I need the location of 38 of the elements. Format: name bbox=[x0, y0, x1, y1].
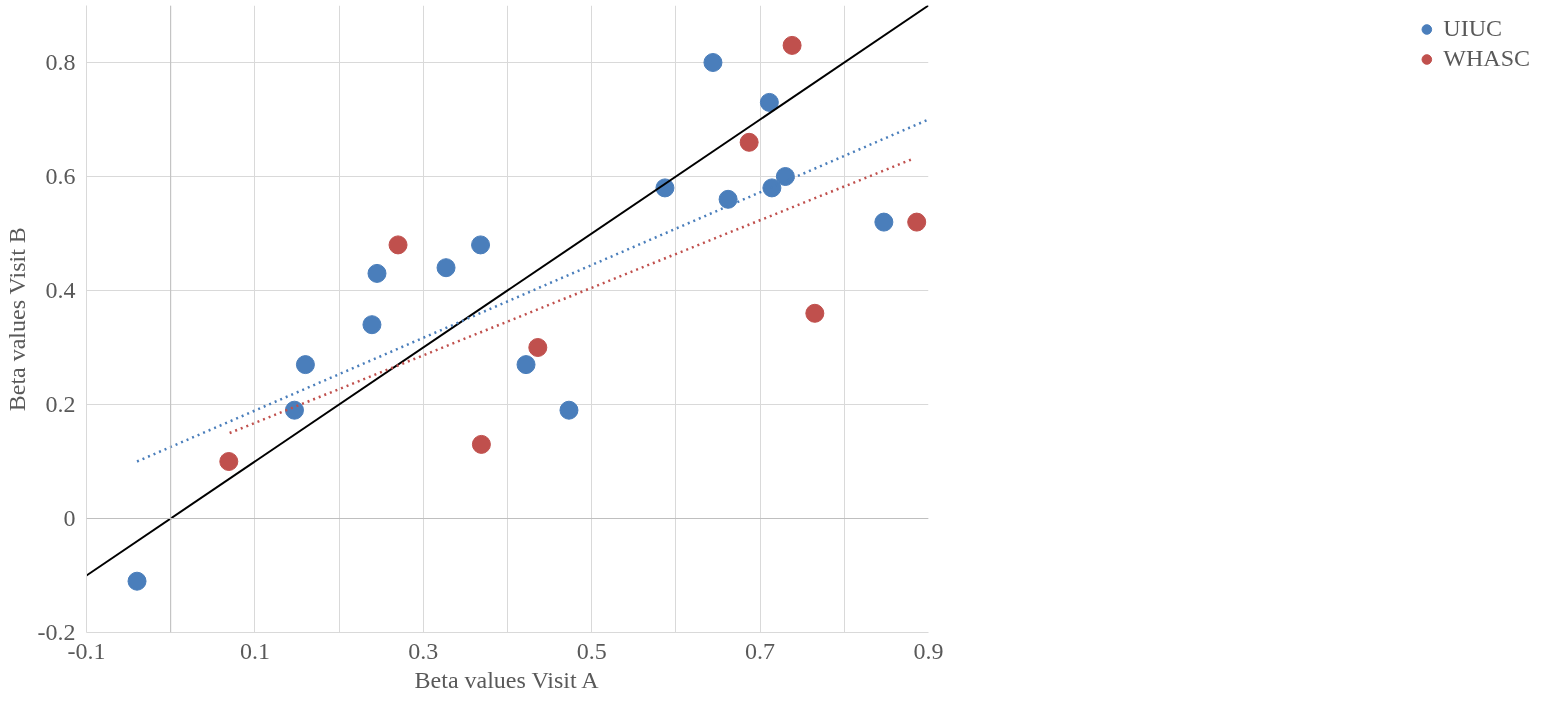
y-tick-label: 0.6 bbox=[45, 163, 76, 189]
point bbox=[471, 434, 491, 454]
point bbox=[782, 35, 802, 55]
point bbox=[284, 400, 304, 420]
point bbox=[718, 189, 738, 209]
point bbox=[127, 571, 147, 591]
point bbox=[874, 212, 894, 232]
legend-label: UIUC bbox=[1443, 15, 1502, 42]
point bbox=[295, 355, 315, 375]
point bbox=[907, 212, 927, 232]
point bbox=[559, 400, 579, 420]
point bbox=[362, 315, 382, 335]
y-tick-label: 0.2 bbox=[45, 391, 76, 417]
x-tick-label: 0.9 bbox=[913, 637, 944, 664]
point bbox=[759, 92, 779, 112]
point bbox=[528, 338, 548, 357]
legend-label: WHASC bbox=[1443, 45, 1530, 72]
y-tick-label: 0.4 bbox=[45, 277, 76, 303]
point bbox=[436, 258, 456, 278]
point bbox=[739, 132, 759, 152]
point bbox=[775, 167, 795, 186]
x-tick-label: 0.7 bbox=[745, 637, 776, 664]
y-tick-label: -0.2 bbox=[37, 619, 76, 645]
point bbox=[762, 178, 782, 198]
x-tick-label: 0.1 bbox=[239, 637, 270, 664]
y-axis-title: Beta values Visit B bbox=[3, 227, 30, 412]
point bbox=[471, 235, 491, 255]
point bbox=[367, 263, 387, 283]
x-tick-label: 0.5 bbox=[576, 637, 607, 664]
point bbox=[703, 53, 723, 72]
x-tick-label: 0.3 bbox=[408, 637, 439, 664]
x-axis-title: Beta values Visit A bbox=[414, 666, 600, 693]
point bbox=[516, 355, 536, 375]
y-tick-label: 0.8 bbox=[45, 49, 76, 75]
point bbox=[219, 452, 239, 471]
y-tick-label: 0 bbox=[63, 505, 76, 531]
point bbox=[388, 235, 408, 255]
point bbox=[805, 303, 825, 323]
